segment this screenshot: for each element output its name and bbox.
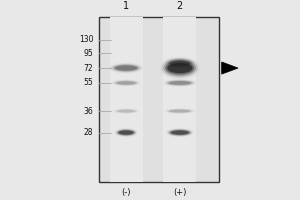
Ellipse shape	[110, 63, 142, 73]
Text: 130: 130	[79, 35, 93, 44]
Ellipse shape	[166, 128, 194, 137]
Ellipse shape	[115, 81, 137, 85]
Ellipse shape	[166, 109, 194, 113]
Text: 28: 28	[84, 128, 93, 137]
Ellipse shape	[118, 130, 134, 135]
Ellipse shape	[169, 110, 190, 112]
Ellipse shape	[115, 109, 138, 113]
Ellipse shape	[171, 130, 189, 135]
Ellipse shape	[168, 129, 191, 136]
Ellipse shape	[114, 128, 138, 137]
Ellipse shape	[168, 60, 192, 67]
Ellipse shape	[116, 109, 136, 113]
Ellipse shape	[167, 129, 193, 137]
Text: 2: 2	[177, 1, 183, 11]
Ellipse shape	[167, 63, 193, 73]
Ellipse shape	[167, 80, 193, 85]
Ellipse shape	[116, 81, 136, 85]
Ellipse shape	[169, 81, 191, 85]
Ellipse shape	[113, 80, 139, 86]
Ellipse shape	[169, 60, 190, 66]
Ellipse shape	[115, 65, 137, 71]
Ellipse shape	[113, 65, 139, 72]
Bar	[164, 17, 196, 182]
Text: 36: 36	[83, 107, 93, 116]
Text: 72: 72	[84, 64, 93, 73]
Ellipse shape	[117, 110, 135, 112]
Text: 1: 1	[123, 1, 129, 11]
Ellipse shape	[160, 57, 200, 80]
Text: 95: 95	[83, 49, 93, 58]
Ellipse shape	[161, 58, 198, 78]
Ellipse shape	[163, 57, 196, 70]
Ellipse shape	[165, 61, 194, 75]
Polygon shape	[222, 62, 238, 74]
Ellipse shape	[166, 59, 194, 68]
Ellipse shape	[169, 130, 190, 135]
Bar	[99, 17, 219, 182]
Ellipse shape	[115, 129, 137, 137]
Ellipse shape	[108, 62, 144, 74]
Ellipse shape	[164, 60, 196, 76]
Ellipse shape	[165, 108, 195, 114]
Text: (-): (-)	[122, 188, 131, 197]
Ellipse shape	[112, 64, 141, 72]
Ellipse shape	[168, 109, 192, 113]
Ellipse shape	[112, 80, 140, 86]
Ellipse shape	[118, 130, 135, 135]
Ellipse shape	[165, 58, 195, 69]
Ellipse shape	[165, 80, 194, 86]
Ellipse shape	[116, 129, 136, 136]
Bar	[110, 17, 142, 182]
Text: 55: 55	[83, 78, 93, 87]
Ellipse shape	[164, 79, 196, 87]
Text: (+): (+)	[173, 188, 187, 197]
